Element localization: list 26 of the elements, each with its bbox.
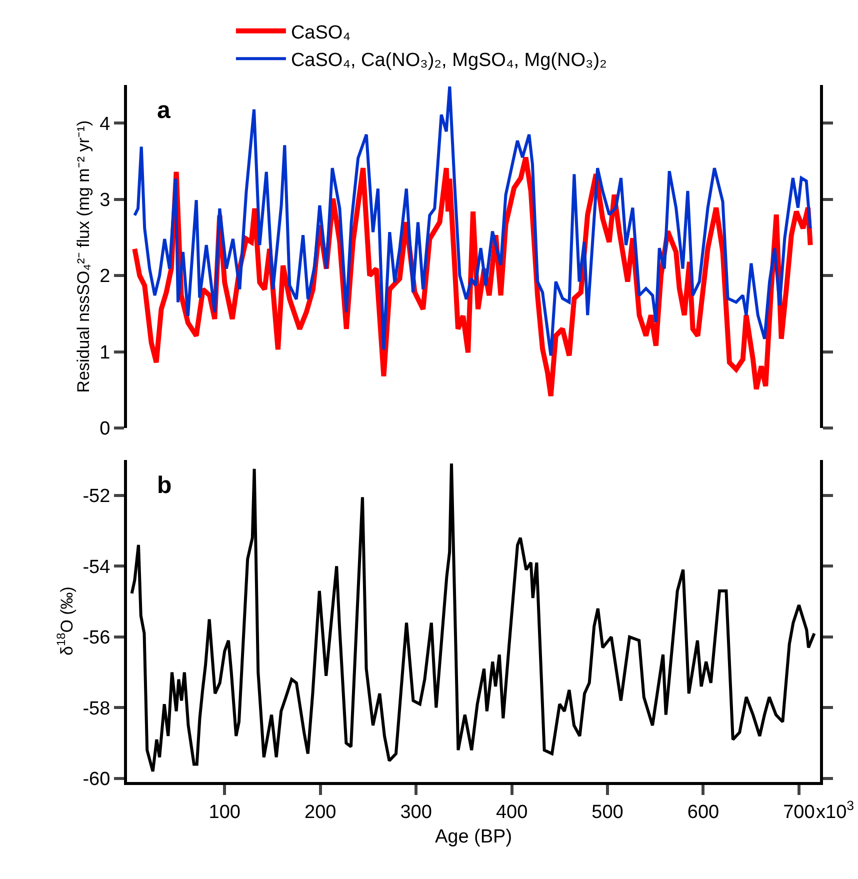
y-tick-label: -60 [82, 769, 110, 790]
x-tick-label: 200 [304, 802, 336, 823]
x-tick-label: 100 [208, 802, 240, 823]
text: x10$^{3}$ [816, 798, 854, 823]
x-tick-label: 700 [783, 802, 815, 823]
y-tick-label: -52 [82, 486, 110, 508]
x-tick-label: 500 [592, 802, 624, 823]
x-tick-label: 600 [687, 802, 720, 823]
y-tick-label: 4 [100, 114, 111, 135]
annotation: b [157, 472, 172, 499]
line-series [130, 462, 816, 773]
x-tick-label: 300 [400, 802, 432, 823]
y-tick-label: -58 [82, 698, 110, 720]
y-tick-label: 2 [100, 266, 110, 288]
legend-label: CaSO₄, Ca(NO₃)₂, MgSO₄, Mg(NO₃)₂ [290, 50, 607, 71]
y-tick-label: 0 [100, 418, 110, 440]
y-tick-label: 1 [100, 342, 110, 364]
y-tick-label: 3 [100, 190, 110, 211]
x-tick-label: 400 [496, 802, 528, 823]
y-axis-title: Residual nssSO₄²⁻ flux (mg m⁻² yr⁻¹) [74, 120, 94, 393]
y-tick-label: -54 [82, 556, 111, 578]
legend-label: CaSO₄ [290, 22, 351, 44]
line-series [133, 85, 812, 358]
x-axis-title: Age (BP) [434, 826, 512, 848]
annotation: a [157, 97, 171, 124]
y-tick-label: -56 [82, 628, 110, 649]
